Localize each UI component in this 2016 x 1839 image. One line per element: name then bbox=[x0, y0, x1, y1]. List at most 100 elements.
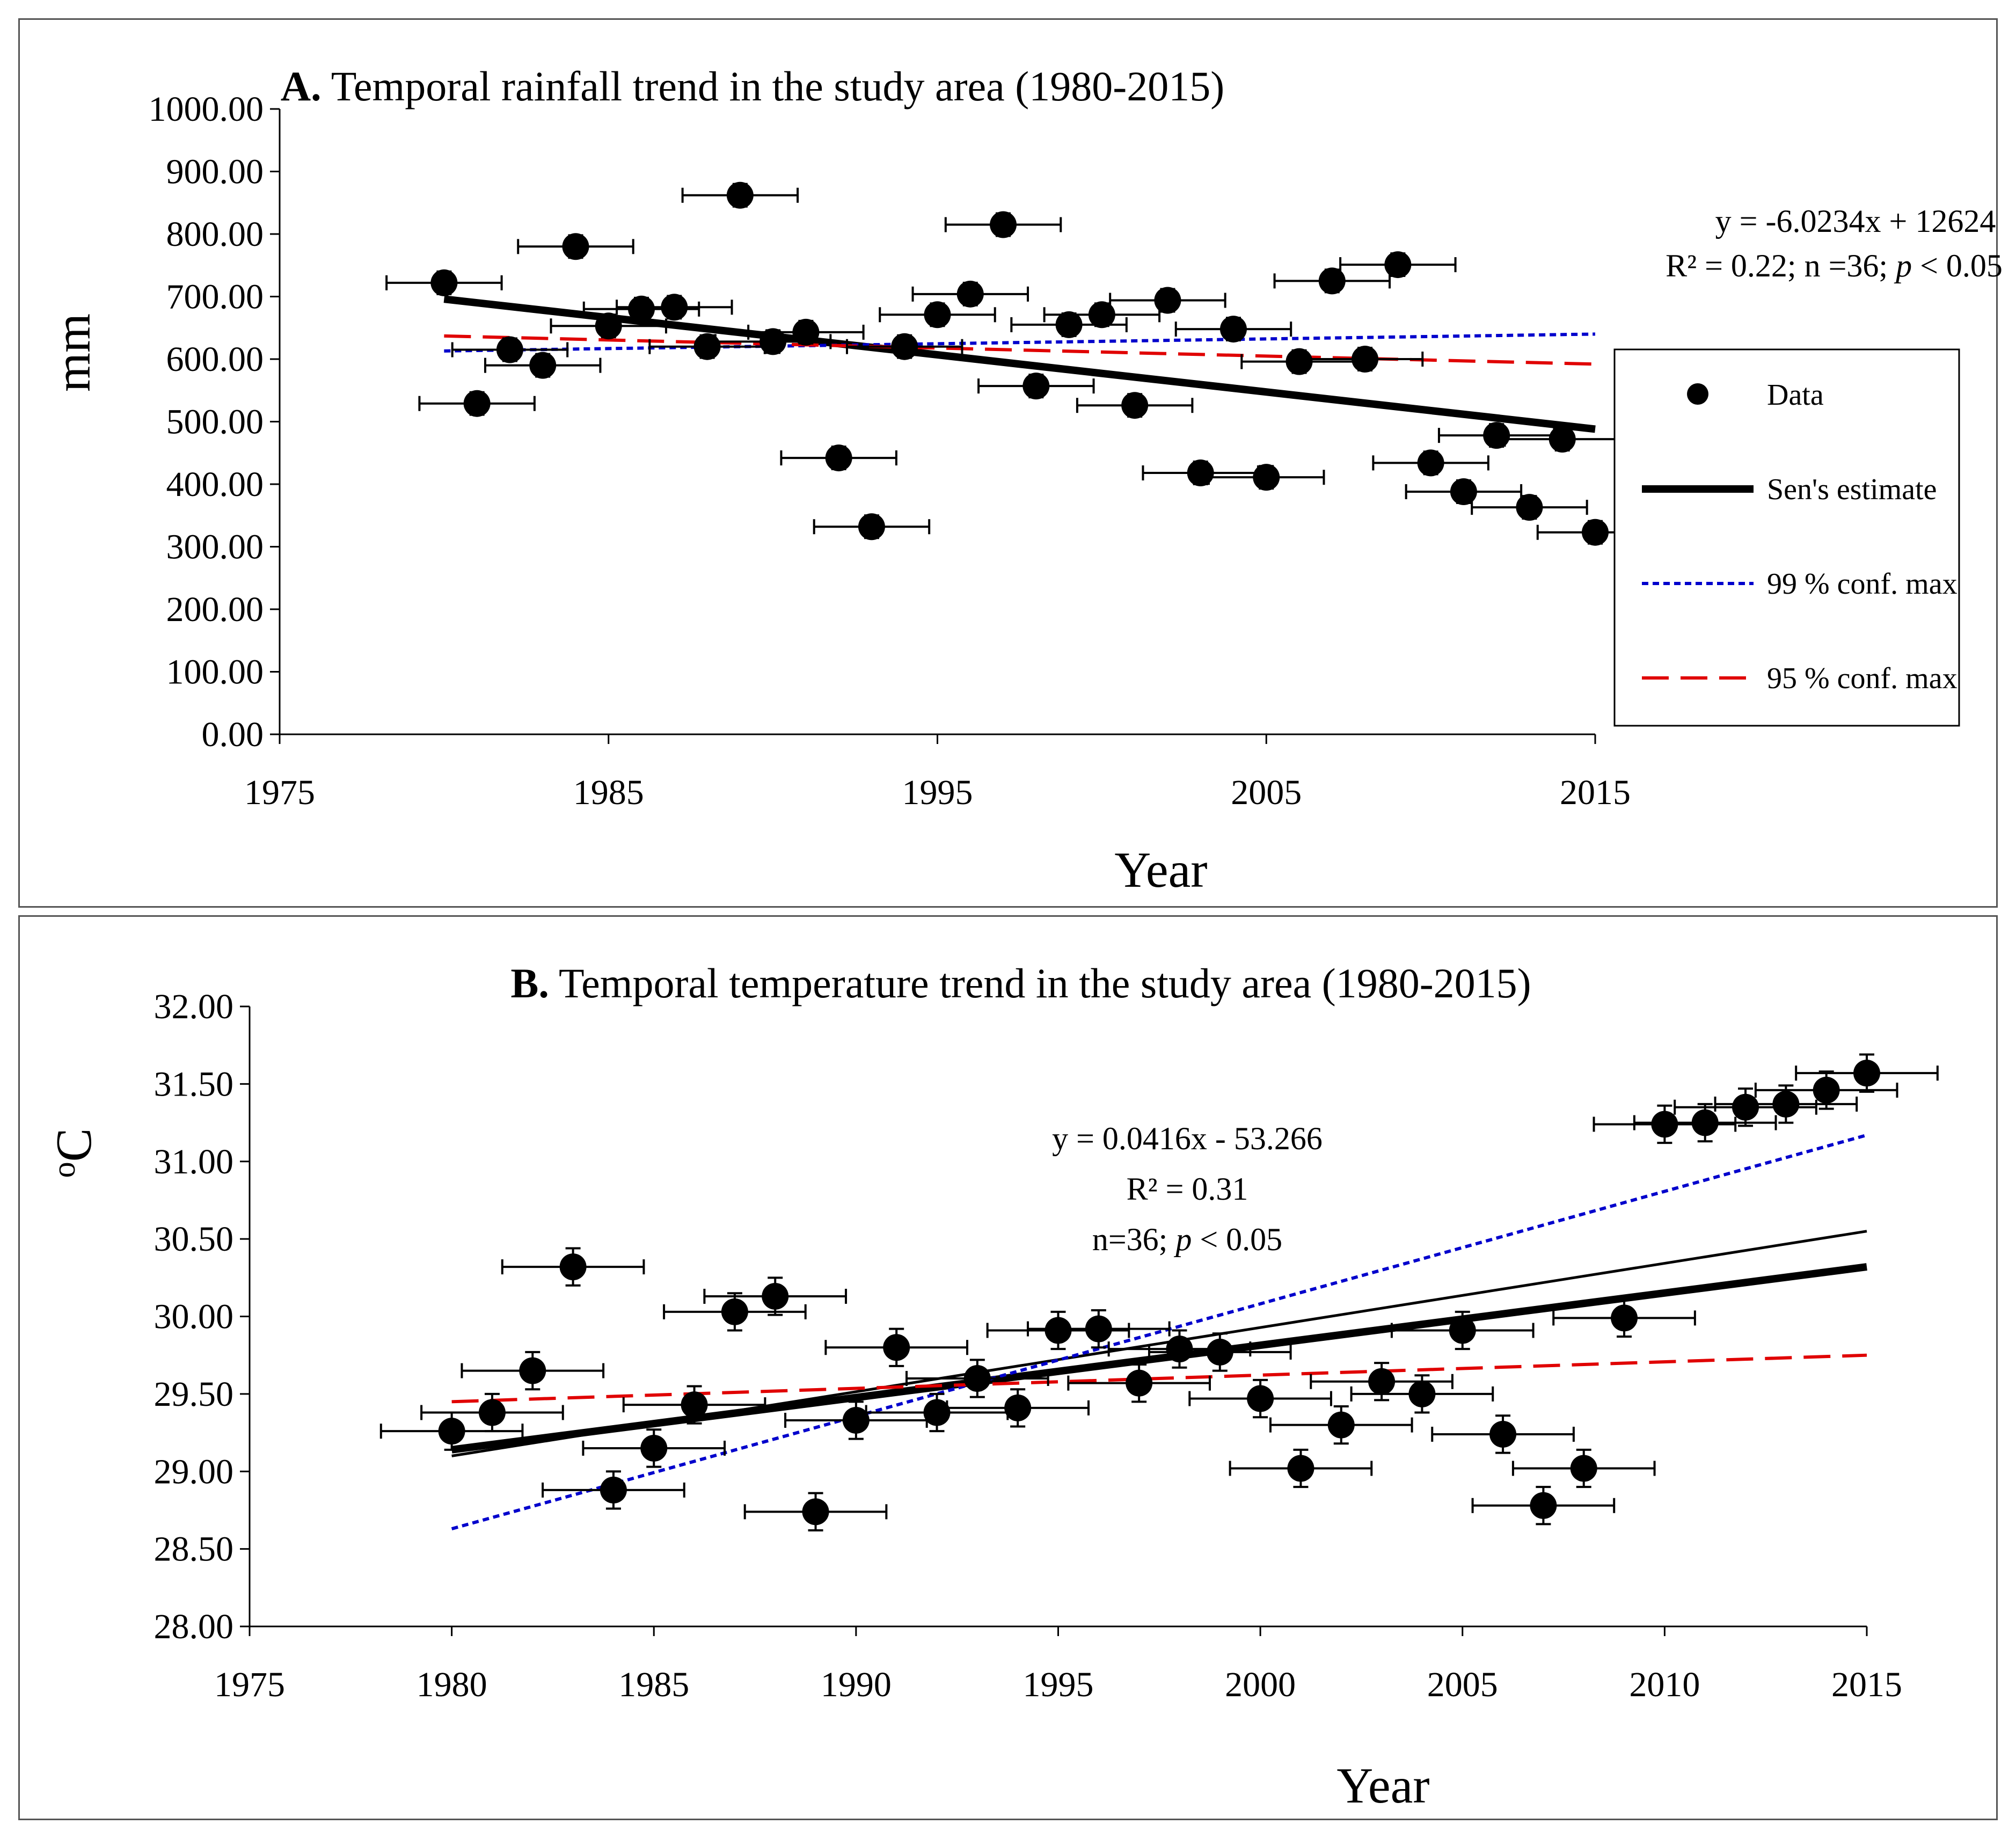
legend-label-sen: Sen's estimate bbox=[1767, 473, 1937, 506]
data-marker bbox=[628, 295, 655, 323]
data-point bbox=[1754, 1070, 1898, 1110]
data-marker bbox=[661, 294, 688, 321]
data-marker bbox=[956, 280, 984, 308]
y-tick-label: 30.00 bbox=[154, 1297, 234, 1337]
data-marker bbox=[1853, 1060, 1880, 1087]
data-point bbox=[743, 1492, 888, 1531]
equation-a: y = -6.0234x + 12624 bbox=[1715, 203, 1996, 239]
data-marker bbox=[842, 1406, 870, 1434]
data-point bbox=[1633, 1103, 1777, 1143]
data-marker bbox=[1483, 422, 1510, 449]
data-marker bbox=[529, 352, 557, 379]
data-point bbox=[542, 1470, 685, 1510]
chart-title-b: B. Temporal temperature trend in the stu… bbox=[510, 960, 1531, 1006]
data-marker bbox=[1318, 267, 1346, 295]
data-marker bbox=[1548, 426, 1576, 453]
data-marker bbox=[1287, 1455, 1314, 1482]
data-marker bbox=[1187, 459, 1214, 487]
celsius-c: C bbox=[46, 1128, 102, 1162]
data-point bbox=[944, 211, 1062, 238]
y-tick-label: 31.00 bbox=[154, 1142, 234, 1181]
data-point bbox=[451, 336, 569, 363]
data-point bbox=[582, 1428, 726, 1468]
data-marker bbox=[1154, 287, 1181, 314]
trend-line-99-conf-max bbox=[444, 332, 1596, 353]
x-tick-label: 2000 bbox=[1225, 1665, 1296, 1704]
data-point bbox=[648, 333, 766, 360]
data-point bbox=[1208, 464, 1325, 491]
data-marker bbox=[1449, 1317, 1476, 1344]
legend-label-99: 99 % conf. max bbox=[1767, 567, 1957, 601]
x-tick-label: 2005 bbox=[1427, 1665, 1498, 1704]
data-marker bbox=[1022, 373, 1050, 400]
data-marker bbox=[430, 269, 458, 296]
data-point bbox=[461, 1351, 605, 1391]
chart-title-a: A. Temporal rainfall trend in the study … bbox=[281, 63, 1224, 110]
data-point bbox=[1188, 1378, 1332, 1419]
data-point bbox=[550, 312, 667, 340]
data-point bbox=[385, 269, 503, 296]
data-point bbox=[420, 1392, 564, 1433]
y-tick-label: 700.00 bbox=[166, 278, 264, 317]
data-point bbox=[1027, 1309, 1171, 1349]
y-tick-label: 28.50 bbox=[154, 1530, 234, 1569]
data-point bbox=[946, 1388, 1090, 1428]
data-point bbox=[824, 1327, 969, 1367]
data-marker bbox=[1088, 301, 1115, 329]
data-marker bbox=[802, 1498, 829, 1526]
data-point bbox=[784, 1400, 928, 1440]
data-marker bbox=[858, 513, 885, 541]
data-point bbox=[1511, 1448, 1656, 1488]
data-point bbox=[1471, 494, 1588, 521]
x-tick-label: 1995 bbox=[902, 773, 973, 812]
stats-a: R² = 0.22; n =36; p < 0.05 bbox=[1666, 248, 2003, 283]
data-marker bbox=[963, 1365, 991, 1392]
data-marker bbox=[640, 1434, 668, 1462]
data-marker bbox=[496, 336, 523, 363]
data-marker bbox=[762, 1282, 789, 1310]
data-point bbox=[1109, 287, 1226, 314]
data-marker bbox=[990, 211, 1017, 238]
trend-line-linear-fit bbox=[451, 1230, 1867, 1457]
y-tick-label: 500.00 bbox=[166, 403, 264, 442]
data-marker bbox=[1489, 1420, 1517, 1448]
data-point bbox=[1067, 1363, 1211, 1403]
data-point bbox=[1471, 1486, 1616, 1526]
data-marker bbox=[559, 1253, 587, 1281]
data-point bbox=[418, 390, 536, 417]
data-marker bbox=[1126, 1369, 1153, 1397]
x-tick-label: 1985 bbox=[618, 1665, 689, 1704]
data-marker bbox=[463, 390, 491, 417]
data-marker bbox=[1055, 311, 1083, 338]
data-point bbox=[1390, 1310, 1535, 1351]
data-marker bbox=[1206, 1338, 1233, 1366]
legend-data-marker bbox=[1687, 383, 1708, 405]
y-tick-label: 400.00 bbox=[166, 465, 264, 504]
y-tick-label: 1000.00 bbox=[149, 90, 264, 129]
data-marker bbox=[681, 1391, 708, 1419]
data-point bbox=[911, 280, 1029, 308]
data-point bbox=[1372, 449, 1489, 477]
data-point bbox=[1273, 267, 1391, 295]
data-marker bbox=[792, 318, 820, 346]
data-marker bbox=[1582, 519, 1609, 546]
data-point bbox=[663, 1292, 807, 1332]
data-marker bbox=[1253, 464, 1280, 491]
data-point bbox=[1431, 1414, 1575, 1454]
r2-b: R² = 0.31 bbox=[1127, 1171, 1248, 1207]
y-axis-title-b: oC bbox=[46, 1128, 102, 1178]
data-marker bbox=[562, 233, 589, 260]
data-marker bbox=[595, 312, 622, 340]
legend-box bbox=[1613, 348, 1960, 727]
x-axis-title-a: Year bbox=[1114, 842, 1207, 898]
data-marker bbox=[1368, 1368, 1396, 1395]
data-marker bbox=[693, 333, 721, 360]
data-marker bbox=[1166, 1336, 1193, 1363]
data-point bbox=[780, 444, 897, 472]
data-point bbox=[1714, 1084, 1858, 1124]
y-tick-label: 900.00 bbox=[166, 152, 264, 192]
data-point bbox=[681, 181, 799, 209]
y-tick-label: 31.50 bbox=[154, 1064, 234, 1104]
data-point bbox=[986, 1310, 1130, 1351]
rainfall-chart: A. Temporal rainfall trend in the study … bbox=[45, 63, 2003, 898]
